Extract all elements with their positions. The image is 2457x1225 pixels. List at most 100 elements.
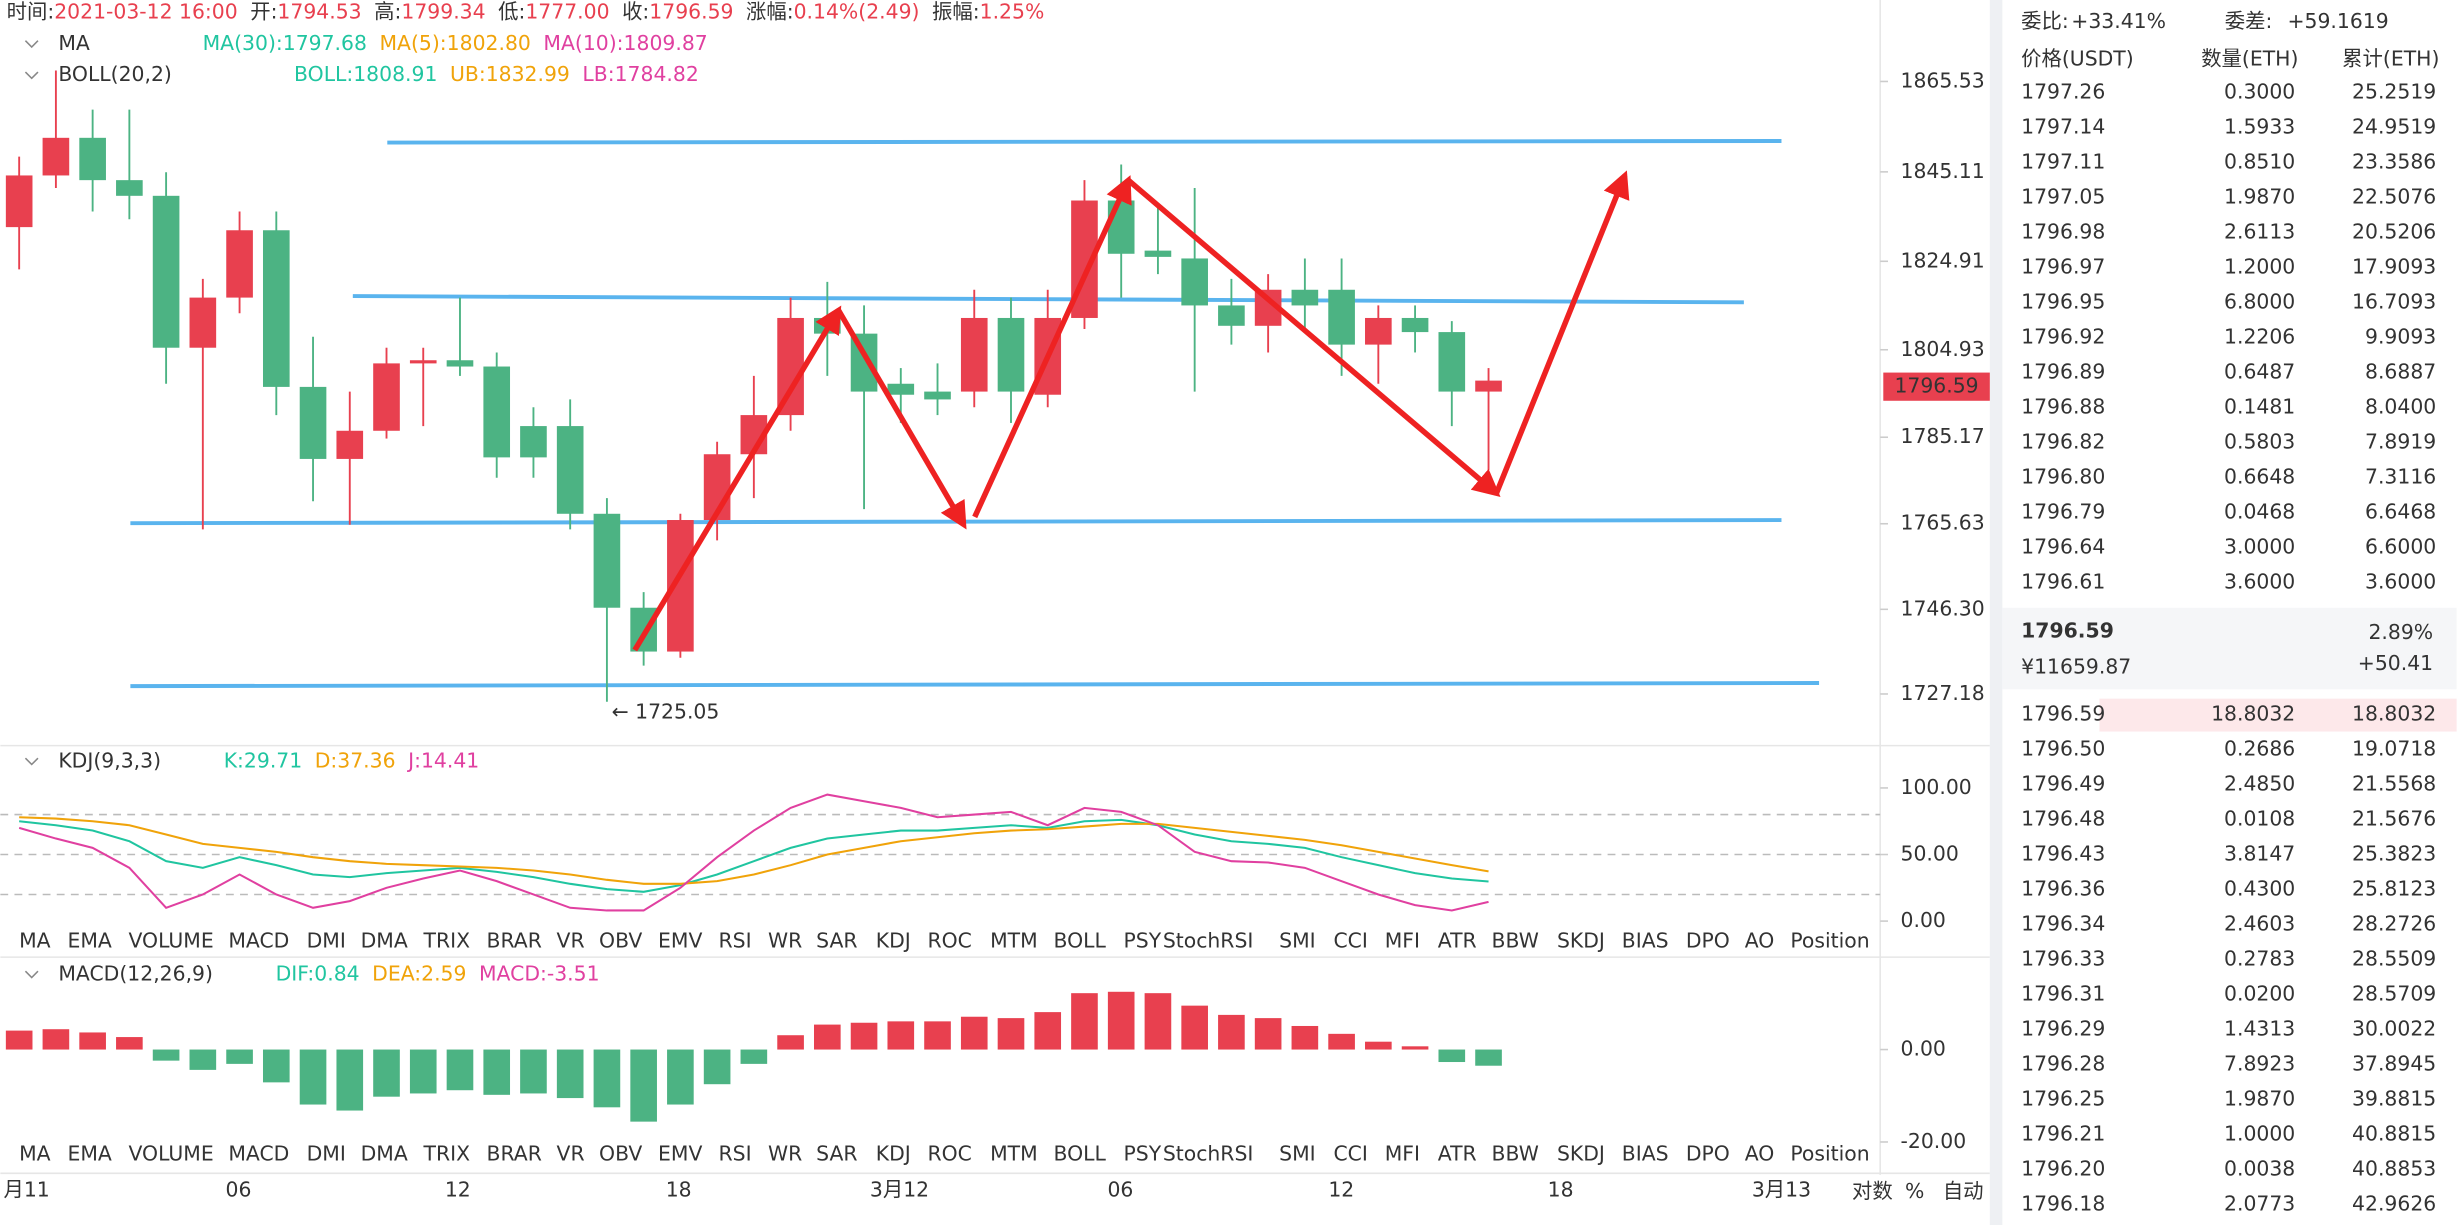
indicator-tab[interactable]: BOLL (1054, 1142, 1107, 1166)
indicator-tab[interactable]: MACD (228, 1142, 289, 1166)
indicator-tab[interactable]: CCI (1333, 1142, 1367, 1166)
legend-item: DEA:2.59 (372, 961, 466, 985)
field-label: 涨幅: (746, 0, 794, 24)
indicator-tab[interactable]: RSI (719, 1142, 752, 1166)
ask-cell: 6.6468 (2365, 500, 2436, 524)
indicator-tab[interactable]: MTM (990, 928, 1038, 952)
indicator-tab[interactable]: StochRSI (1163, 1142, 1254, 1166)
indicator-tab[interactable]: ATR (1438, 1142, 1477, 1166)
candle-body (887, 383, 915, 395)
bid-cell: 1796.49 (2021, 771, 2105, 795)
indicator-tab[interactable]: SKDJ (1557, 928, 1605, 952)
indicator-tab[interactable]: AO (1745, 1142, 1775, 1166)
y-tick-label: 0.00 (1901, 1037, 1946, 1061)
indicator-tab[interactable]: MACD (228, 928, 289, 952)
indicator-tab[interactable]: KDJ (876, 1142, 911, 1166)
macd-bar (814, 1024, 841, 1050)
scale-button[interactable]: 对数 (1852, 1179, 1893, 1203)
indicator-tab[interactable]: ATR (1438, 928, 1477, 952)
indicator-tab[interactable]: BIAS (1622, 928, 1669, 952)
bid-cell: 25.8123 (2352, 876, 2436, 900)
indicator-tab[interactable]: BBW (1491, 1142, 1538, 1166)
bid-cell: 1796.59 (2021, 701, 2105, 725)
indicator-tab[interactable]: MFI (1385, 1142, 1420, 1166)
macd-bar (1034, 1012, 1062, 1050)
indicator-tab[interactable]: ROC (927, 1142, 971, 1166)
indicator-tab[interactable]: PSY (1124, 928, 1162, 952)
bid-cell: 21.5568 (2352, 771, 2436, 795)
indicator-tab[interactable]: PSY (1124, 1142, 1162, 1166)
indicator-tab[interactable]: CCI (1333, 928, 1367, 952)
field-label: 时间: (7, 0, 55, 24)
indicator-tab[interactable]: DMA (361, 928, 408, 952)
ask-cell: 1796.79 (2021, 500, 2105, 524)
indicator-tab[interactable]: SMI (1279, 1142, 1316, 1166)
ask-cell: 1796.89 (2021, 360, 2105, 384)
indicator-tab[interactable]: DPO (1686, 1142, 1730, 1166)
candles (5, 70, 1502, 702)
candle-body (1181, 258, 1208, 306)
indicator-tab[interactable]: DMA (361, 1142, 408, 1166)
indicator-tab[interactable]: AO (1745, 928, 1775, 952)
macd-bar (630, 1049, 657, 1122)
indicator-tab[interactable]: MTM (990, 1142, 1038, 1166)
indicator-tab[interactable]: MFI (1385, 928, 1420, 952)
indicator-tab[interactable]: Position (1790, 928, 1869, 952)
scale-button[interactable]: % (1905, 1179, 1924, 1203)
indicator-tab[interactable]: EMA (67, 928, 111, 952)
indicator-tab[interactable]: DMI (307, 928, 346, 952)
price-tag (1883, 372, 1990, 401)
indicator-tab[interactable]: BBW (1491, 928, 1538, 952)
scale-button[interactable]: 自动 (1943, 1179, 1984, 1203)
indicator-tab[interactable]: TRIX (423, 928, 471, 952)
indicator-tab[interactable]: SAR (816, 928, 857, 952)
ask-cell: 1797.05 (2021, 184, 2105, 208)
ask-cell: 16.7093 (2352, 289, 2436, 313)
indicator-tab[interactable]: StochRSI (1163, 928, 1254, 952)
bid-cell: 0.2686 (2224, 736, 2295, 760)
bid-cell: 2.0773 (2224, 1191, 2295, 1215)
indicator-tab[interactable]: BRAR (486, 1142, 541, 1166)
ask-cell: 1796.88 (2021, 395, 2105, 419)
macd-bar (262, 1049, 290, 1083)
indicator-tab[interactable]: WR (768, 928, 802, 952)
bid-cell: 25.3823 (2352, 841, 2436, 865)
indicator-tab[interactable]: EMV (658, 928, 702, 952)
indicator-tab[interactable]: DMI (307, 1142, 346, 1166)
indicator-tab[interactable]: SAR (816, 1142, 857, 1166)
indicator-tab[interactable]: OBV (599, 1142, 642, 1166)
bid-cell: 2.4850 (2224, 771, 2295, 795)
low-annotation: ← 1725.05 (612, 700, 720, 724)
h-line (387, 139, 1782, 145)
indicator-tab[interactable]: SMI (1279, 928, 1316, 952)
macd-bar (887, 1021, 915, 1050)
indicator-tab[interactable]: RSI (719, 928, 752, 952)
indicator-tab[interactable]: EMA (67, 1142, 111, 1166)
indicator-tab[interactable]: DPO (1686, 928, 1730, 952)
macd-bar (1291, 1025, 1319, 1050)
indicator-tab[interactable]: BIAS (1622, 1142, 1669, 1166)
indicator-tab[interactable]: EMV (658, 1142, 702, 1166)
bid-cell: 1796.18 (2021, 1191, 2105, 1215)
ask-cell: 9.9093 (2365, 325, 2436, 349)
macd-bar (336, 1049, 364, 1111)
indicator-tab[interactable]: VOLUME (128, 1142, 213, 1166)
macd-bar (924, 1021, 951, 1050)
indicator-tab[interactable]: BRAR (486, 928, 541, 952)
indicator-tab[interactable]: TRIX (423, 1142, 471, 1166)
price-tag-label: 1796.59 (1894, 374, 1978, 398)
indicator-tab[interactable]: Position (1790, 1142, 1869, 1166)
indicator-tab[interactable]: WR (768, 1142, 802, 1166)
indicator-tab[interactable]: SKDJ (1557, 1142, 1605, 1166)
indicator-tab[interactable]: BOLL (1054, 928, 1107, 952)
indicator-tab[interactable]: MA (19, 1142, 51, 1166)
indicator-tab[interactable]: VR (557, 1142, 585, 1166)
indicator-tab[interactable]: ROC (927, 928, 971, 952)
indicator-tab[interactable]: KDJ (876, 928, 911, 952)
indicator-tab[interactable]: VR (557, 928, 585, 952)
indicator-tab[interactable]: MA (19, 928, 51, 952)
macd-bar (226, 1049, 253, 1064)
candle-body (630, 607, 657, 652)
indicator-tab[interactable]: VOLUME (128, 928, 213, 952)
indicator-tab[interactable]: OBV (599, 928, 642, 952)
